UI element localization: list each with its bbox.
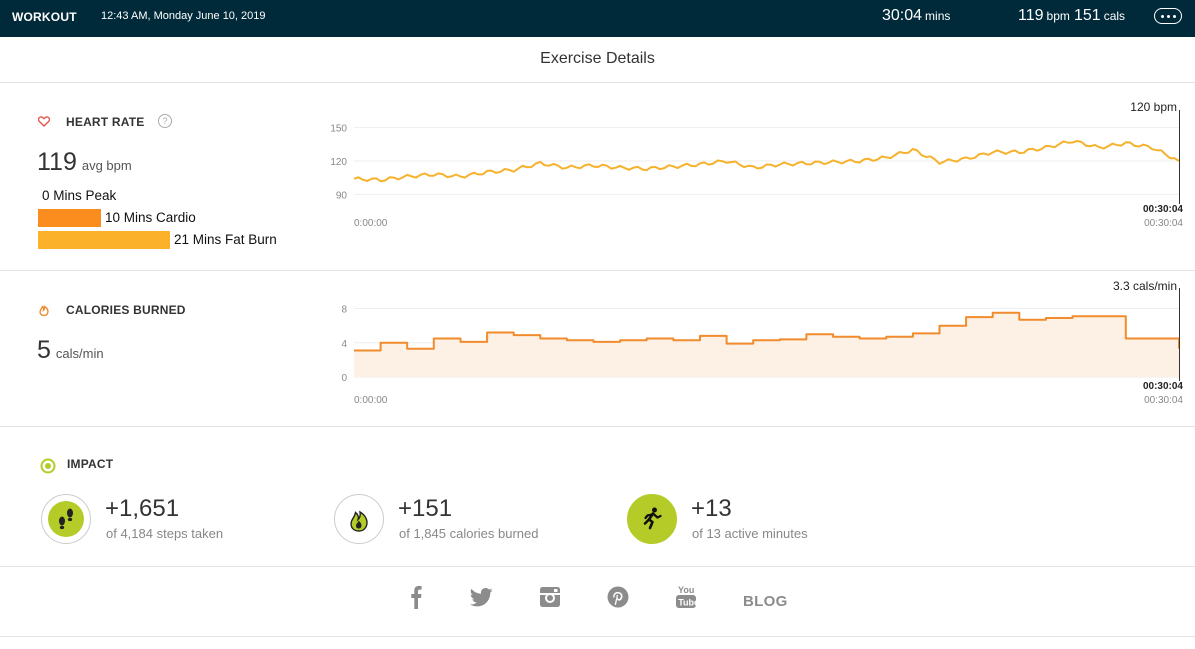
help-icon[interactable]: ? [158,114,172,128]
y-tick-label: 150 [330,124,347,135]
duration-value: 30:04 [882,7,923,24]
duration-unit: mins [925,9,951,23]
divider [0,426,1195,427]
active-impact-value: +13 [691,495,732,522]
calories-impact-sub: of 1,845 calories burned [399,526,539,541]
avg-calories: 5 cals/min [37,336,104,365]
bpm-unit: bpm [1046,9,1070,23]
svg-text:Tube: Tube [678,598,697,608]
cals-value: 151 [1074,7,1101,24]
steps-impact-value: +1,651 [105,495,180,522]
flame-icon [39,305,49,316]
impact-label: IMPACT [67,457,114,471]
area-fill [354,312,1179,377]
zone-bar [38,231,170,249]
avg-heart-rate: 119 avg bpm [37,148,132,177]
series-line [354,311,1180,352]
active-impact-sub: of 13 active minutes [692,526,808,541]
heart-icon [38,116,50,127]
zone-bar [38,209,101,227]
cals-unit: cals [1103,9,1126,23]
youtube-icon[interactable]: You Tube [675,584,697,610]
y-tick-label: 0 [341,373,347,384]
zone-label: 10 Mins Cardio [105,210,196,225]
cursor-time-label: 00:30:04 [1143,381,1183,392]
facebook-icon[interactable] [410,585,422,609]
twitter-icon[interactable] [470,588,493,607]
heart-rate-label: HEART RATE [66,115,145,129]
flame-icon [334,494,384,544]
cursor-time-label: 00:30:04 [1143,204,1183,215]
series-line [353,140,1180,183]
x-tick-label: 0:00:00 [354,395,388,406]
svg-text:You: You [678,585,694,595]
dot [1172,14,1176,18]
y-tick-label: 120 [330,157,347,168]
y-tick-label: 4 [341,339,347,350]
flame-glyph [350,510,368,532]
divider [0,636,1195,637]
x-tick-label: 0:00:00 [354,218,388,229]
bpm-stat: 119 bpm [1018,7,1070,25]
instagram-icon[interactable] [539,586,561,608]
heart-rate-chart[interactable]: 90 120 150 120 bpm 00:30:04 0:00:00 00:30:04 [326,98,1186,230]
top-bar: WORKOUT 12:43 AM, Monday June 10, 2019 3… [0,0,1195,37]
footsteps-glyph [48,501,84,537]
duration-stat: 30:04 mins [882,7,950,25]
avg-calories-value: 5 [37,336,51,364]
calories-impact-value: +151 [398,495,453,522]
divider [0,566,1195,567]
end-value-label: 3.3 cals/min [1113,279,1177,293]
zone-label: 21 Mins Fat Burn [174,232,277,247]
runner-icon [627,494,677,544]
x-tick-label: 00:30:04 [1144,218,1183,229]
end-value-label: 120 bpm [1130,100,1177,114]
workout-label: WORKOUT [12,10,77,24]
divider [0,82,1195,83]
steps-impact-sub: of 4,184 steps taken [106,526,224,541]
divider [0,270,1195,271]
page-title: Exercise Details [540,50,655,67]
calories-label: CALORIES BURNED [66,303,186,317]
calories-chart[interactable]: 0 4 8 3.3 cals/min 00:30:04 0:00:00 00:30:04 [326,278,1186,408]
target-icon [40,458,56,474]
pinterest-icon[interactable] [607,586,629,608]
ellipsis-icon[interactable] [1154,8,1182,24]
dot [1166,14,1170,18]
workout-datetime: 12:43 AM, Monday June 10, 2019 [101,10,266,22]
x-tick-label: 00:30:04 [1144,395,1183,406]
runner-glyph [643,507,662,530]
footsteps-icon [41,494,91,544]
blog-link[interactable]: BLOG [743,593,788,610]
y-tick-label: 8 [341,305,347,316]
y-tick-label: 90 [336,190,348,201]
dot [1160,14,1164,18]
avg-heart-rate-value: 119 [37,148,77,176]
avg-calories-unit: cals/min [55,346,104,361]
cals-stat: 151 cals [1074,7,1125,25]
bpm-value: 119 [1018,7,1044,24]
avg-heart-rate-unit: avg bpm [81,158,132,173]
zone-label: 0 Mins Peak [42,188,117,203]
